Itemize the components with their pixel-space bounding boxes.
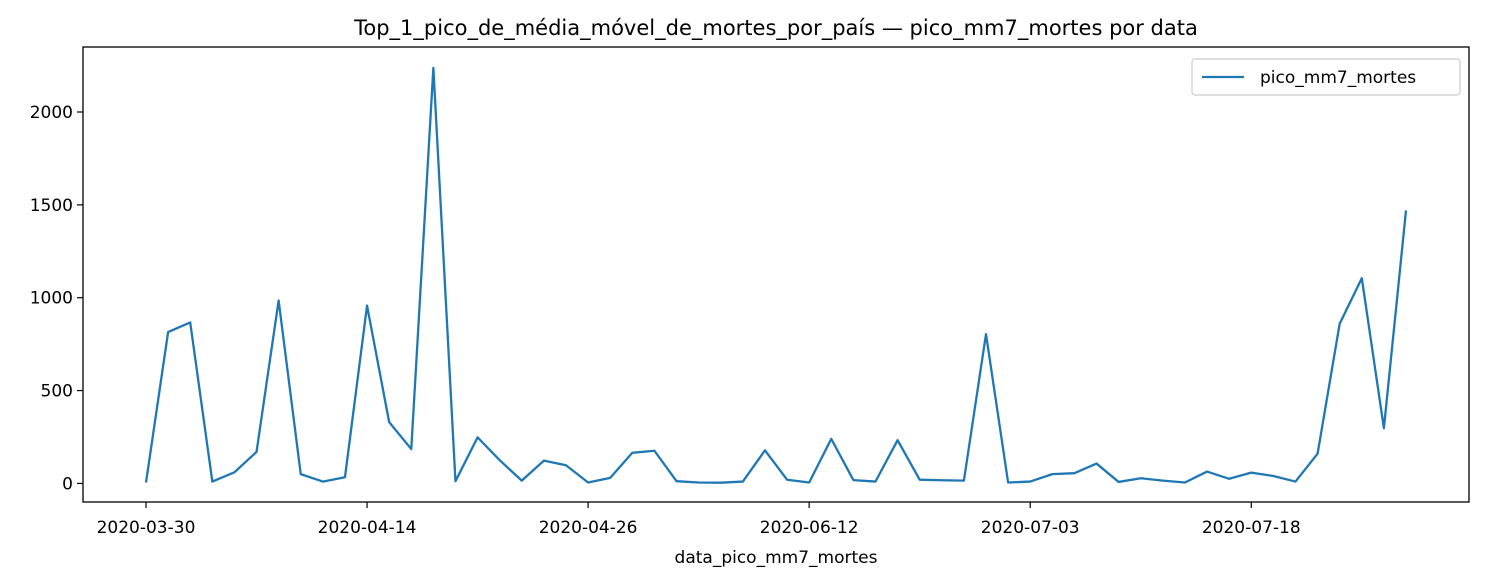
y-tick-label: 1500 — [30, 196, 73, 216]
x-tick-label: 2020-04-14 — [318, 518, 417, 538]
chart-title: Top_1_pico_de_média_móvel_de_mortes_por_… — [353, 16, 1198, 41]
plot-frame — [82, 46, 1470, 503]
x-tick-label: 2020-07-18 — [1202, 518, 1301, 538]
x-axis-label: data_pico_mm7_mortes — [675, 548, 878, 568]
series-line-pico_mm7_mortes — [144, 66, 1408, 484]
y-tick-label: 1000 — [30, 289, 73, 309]
legend-box — [1191, 58, 1461, 96]
legend: pico_mm7_mortes — [1191, 58, 1461, 96]
x-tick-label: 2020-06-12 — [760, 518, 859, 538]
y-tick-label: 2000 — [30, 103, 73, 123]
x-tick-label: 2020-03-30 — [97, 518, 196, 538]
y-tick-label: 0 — [62, 474, 73, 494]
legend-label: pico_mm7_mortes — [1260, 68, 1416, 88]
y-tick-label: 500 — [41, 382, 73, 402]
x-tick-label: 2020-04-26 — [539, 518, 638, 538]
x-tick-label: 2020-07-03 — [981, 518, 1080, 538]
